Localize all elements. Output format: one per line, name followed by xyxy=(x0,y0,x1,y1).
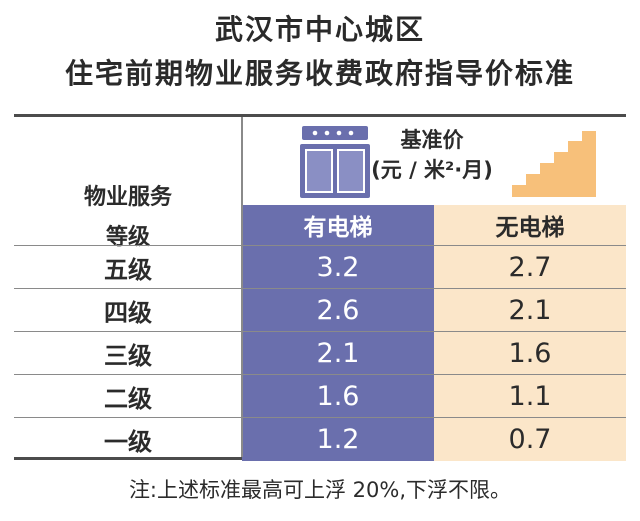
base-price-unit: (元 / 米²·月) xyxy=(371,158,493,182)
grade-label: 三级 xyxy=(104,342,152,370)
title-line-1: 武汉市中心城区 xyxy=(214,13,425,46)
table-row: 一级 1.2 0.7 xyxy=(14,417,626,461)
without-elevator-price: 0.7 xyxy=(434,418,626,461)
table-row: 二级 1.6 1.1 xyxy=(14,374,626,418)
with-elevator-price: 1.2 xyxy=(242,418,434,461)
with-elevator-price: 2.6 xyxy=(242,289,434,332)
service-level-header: 物业服务 等级 xyxy=(14,117,242,318)
stairs-icon xyxy=(512,131,596,197)
grade-label: 五级 xyxy=(104,256,152,284)
base-price-label: 基准价 (元 / 米²·月) xyxy=(352,125,512,185)
price-table: 物业服务 等级 基准价 (元 / 米²·月) 有电梯 无电梯 五级 3.2 2.… xyxy=(14,114,626,461)
table-row: 四级 2.6 2.1 xyxy=(14,288,626,332)
grade-label: 二级 xyxy=(104,385,152,413)
without-elevator-header: 无电梯 xyxy=(434,205,626,245)
title-line-2: 住宅前期物业服务收费政府指导价标准 xyxy=(64,57,575,90)
with-elevator-price: 3.2 xyxy=(242,246,434,289)
grade-label: 四级 xyxy=(104,299,152,327)
footnote: 注:上述标准最高可上浮 20%,下浮不限。 xyxy=(128,478,512,502)
without-elevator-price: 2.7 xyxy=(434,246,626,289)
without-elevator-price: 2.1 xyxy=(434,289,626,332)
service-header-line-1: 物业服务 xyxy=(83,184,172,210)
with-elevator-price: 1.6 xyxy=(242,375,434,418)
table-row: 五级 3.2 2.7 xyxy=(14,245,626,289)
without-elevator-price: 1.6 xyxy=(434,332,626,375)
with-elevator-header: 有电梯 xyxy=(242,205,434,245)
without-elevator-price: 1.1 xyxy=(434,375,626,418)
with-elevator-price: 2.1 xyxy=(242,332,434,375)
grade-label: 一级 xyxy=(104,428,152,456)
base-price-title: 基准价 xyxy=(400,128,464,152)
elevator-icon xyxy=(300,126,370,198)
column-divider xyxy=(241,117,243,457)
table-row: 三级 2.1 1.6 xyxy=(14,331,626,375)
